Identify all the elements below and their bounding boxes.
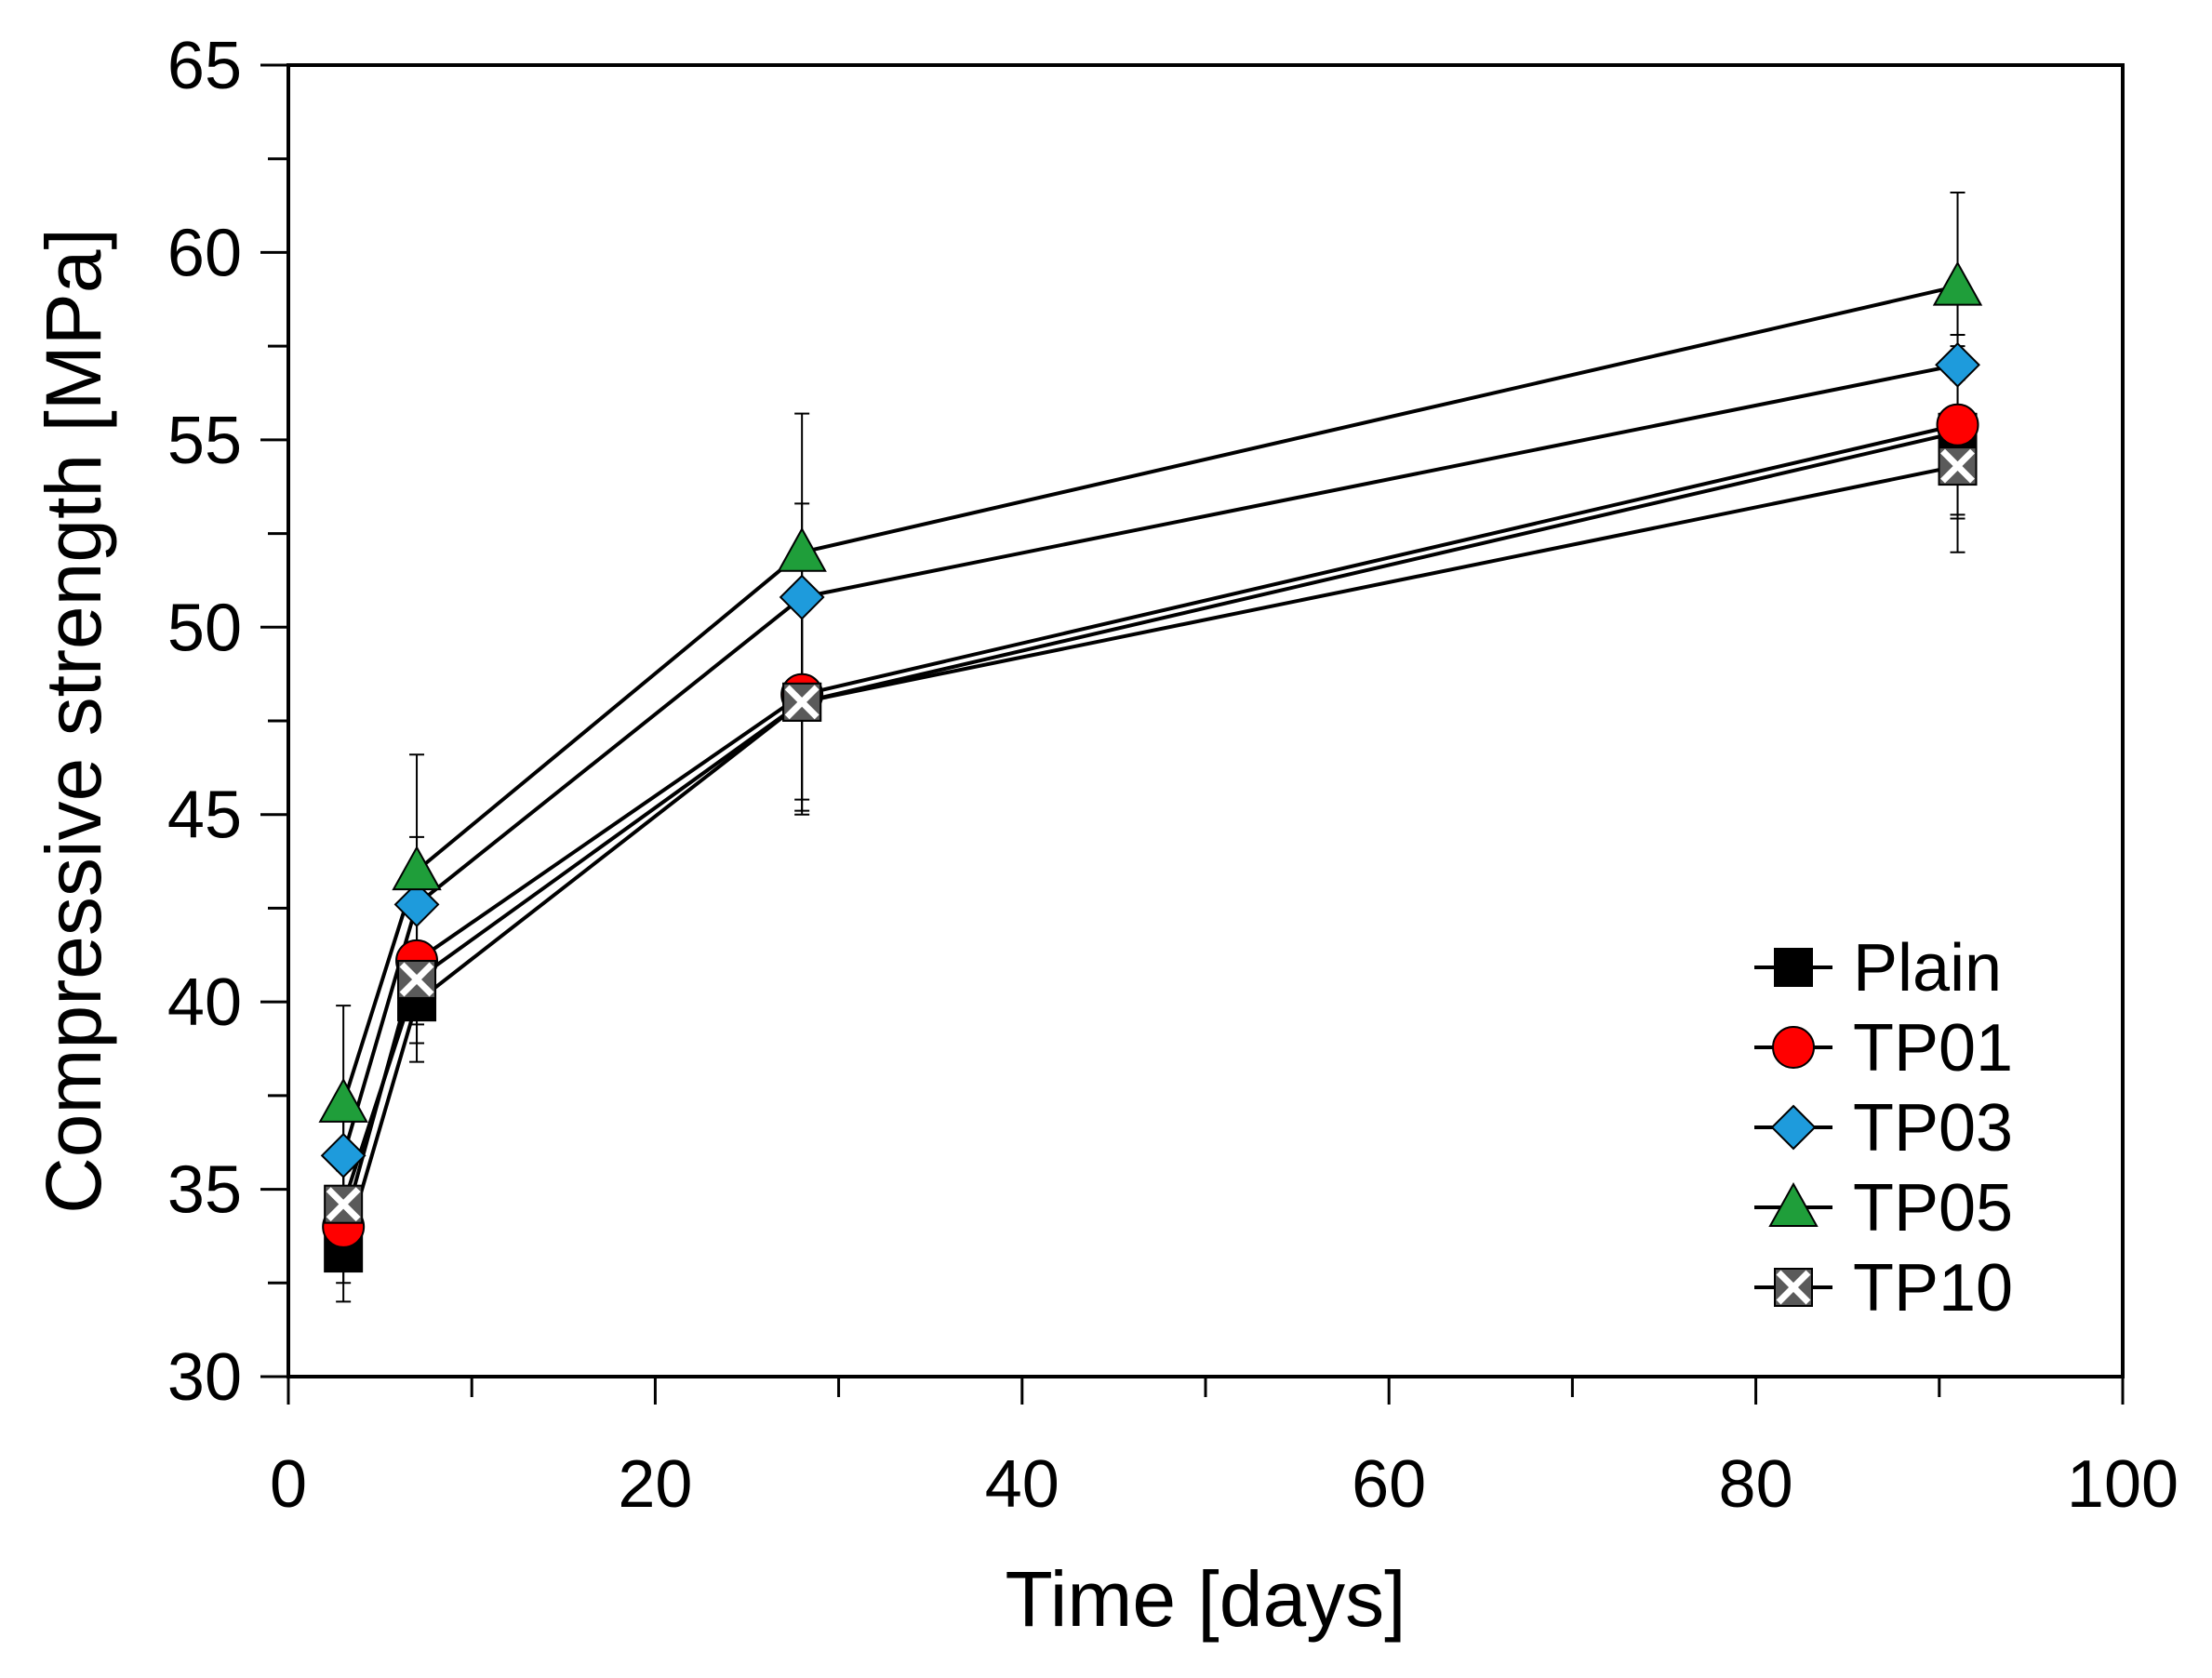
series-line-tp01 [341, 422, 1958, 1228]
legend-item-tp05: TP05 [1754, 1171, 2013, 1245]
legend-label: Plain [1853, 931, 2002, 1005]
marker-cross [1776, 1270, 1811, 1305]
data-point-tp10 [1938, 446, 1978, 486]
x-tick-label: 60 [1352, 1447, 1426, 1522]
legend-label: TP03 [1853, 1091, 2013, 1165]
data-point-tp03 [393, 881, 440, 927]
series-line-tp10 [341, 464, 1958, 1205]
marker-cross [326, 1187, 361, 1222]
series-points [318, 260, 1983, 1273]
data-point-tp10 [397, 959, 437, 999]
x-tick-label: 0 [270, 1447, 307, 1522]
y-tick-label: 45 [167, 779, 242, 853]
x-tick-label: 100 [2067, 1447, 2179, 1522]
legend-item-tp01: TP01 [1754, 1011, 2013, 1085]
legend-marker [1770, 1104, 1817, 1151]
y-tick-label: 65 [167, 29, 242, 103]
data-point-tp03 [779, 574, 825, 620]
y-tick-label: 60 [167, 216, 242, 290]
axis-ticks [260, 63, 2125, 1405]
series-lines [341, 284, 1958, 1254]
series-line-plain [341, 430, 1958, 1254]
legend-item-tp03: TP03 [1754, 1091, 2013, 1165]
tick-labels: 0 20 40 60 80 100 30 35 40 45 50 55 60 65 [167, 29, 2179, 1522]
legend-item-plain: Plain [1754, 931, 2002, 1005]
data-point-tp03 [320, 1132, 366, 1179]
marker-cross [784, 685, 820, 720]
y-tick-label: 50 [167, 591, 242, 665]
x-tick-label: 20 [618, 1447, 692, 1522]
data-point-tp05 [392, 846, 442, 891]
plot-frame [286, 63, 2125, 1378]
series-line-tp03 [341, 363, 1958, 1156]
x-tick-label: 40 [985, 1447, 1059, 1522]
legend-marker [1772, 1026, 1815, 1069]
x-axis-title: Time [days] [1006, 1555, 1406, 1643]
x-tick-label: 80 [1719, 1447, 1793, 1522]
series-group [318, 191, 1983, 1303]
y-tick-label: 30 [167, 1340, 242, 1415]
marker-cross [399, 962, 434, 997]
data-point-tp01 [1936, 403, 1979, 446]
legend-marker [1774, 948, 1813, 987]
legend-item-tp10: TP10 [1754, 1251, 2013, 1325]
data-point-tp03 [1935, 341, 1980, 388]
legend-label: TP05 [1853, 1171, 2013, 1245]
data-point-tp05 [1932, 260, 1983, 306]
y-tick-label: 35 [167, 1153, 242, 1228]
series-line-tp05 [341, 284, 1958, 1104]
data-point-tp10 [782, 682, 822, 722]
data-point-tp10 [324, 1184, 364, 1224]
marker-cross [1940, 448, 1975, 484]
legend-marker [1774, 1268, 1813, 1307]
legend-marker [1768, 1181, 1819, 1227]
data-point-tp05 [318, 1077, 368, 1123]
y-axis-title: Compressive strength [MPa] [30, 228, 117, 1214]
error-bars [336, 191, 1965, 1303]
legend-label: TP10 [1853, 1251, 2013, 1325]
legend-label: TP01 [1853, 1011, 2013, 1085]
data-point-tp05 [777, 526, 827, 572]
y-tick-label: 40 [167, 966, 242, 1040]
y-tick-label: 55 [167, 404, 242, 478]
